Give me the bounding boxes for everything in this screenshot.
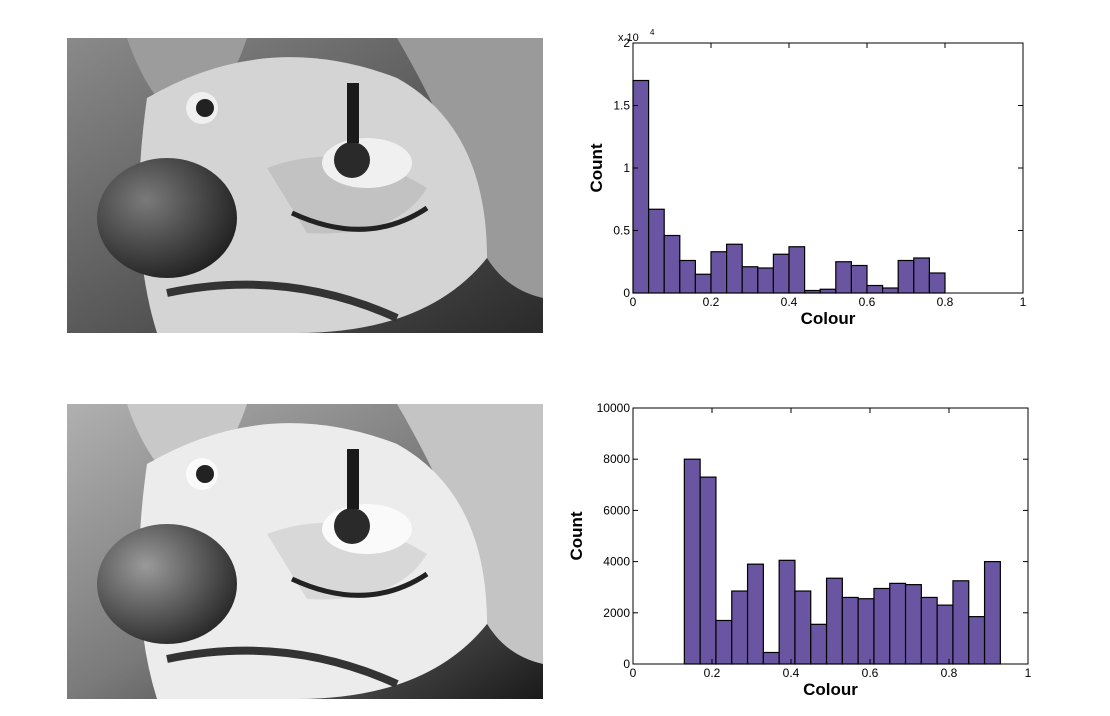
histogram-bar [928, 272, 946, 294]
x-tick-label: 0.6 [859, 295, 876, 309]
clown-photo-original [67, 38, 543, 333]
x-tick-label: 0 [630, 295, 637, 309]
y-axis-label: Count [587, 143, 606, 192]
histogram-bar [788, 246, 806, 294]
y-multiplier-exponent: 4 [650, 28, 655, 37]
histogram-bar [663, 234, 681, 294]
y-tick-label: 1.5 [613, 99, 630, 113]
y-tick-label: 0 [623, 657, 630, 671]
histogram-bar [757, 267, 775, 294]
histogram-bar [841, 596, 859, 665]
y-tick-label: 0.5 [613, 224, 630, 238]
histogram-bar [904, 584, 922, 665]
x-tick-label: 0.2 [703, 295, 720, 309]
histogram-bar [699, 476, 717, 665]
histogram-bar [983, 561, 1001, 665]
histogram-bar [819, 288, 837, 294]
histogram-bar [778, 559, 796, 665]
histogram-bar [746, 563, 764, 665]
histogram-bar [694, 273, 712, 294]
x-tick-label: 1 [1025, 666, 1032, 680]
histogram-bar [866, 284, 884, 294]
histogram-bar [679, 259, 697, 294]
x-tick-label: 0.2 [704, 666, 721, 680]
y-tick-label: 2 [623, 36, 630, 50]
histogram-bar [913, 257, 930, 294]
histogram-bar [810, 623, 828, 665]
histogram-bar [936, 604, 954, 665]
x-tick-label: 0.6 [862, 666, 879, 680]
histogram-bar [632, 79, 650, 294]
histogram-bar [920, 596, 938, 665]
clown-photo-equalized [67, 404, 543, 699]
histogram-bar [731, 590, 749, 665]
x-tick-label: 1 [1020, 295, 1027, 309]
x-tick-label: 0.4 [783, 666, 800, 680]
histogram-bar [835, 261, 852, 294]
y-tick-label: 1 [623, 161, 630, 175]
y-axis-label: Count [567, 511, 586, 560]
histogram-bar [715, 619, 733, 665]
histogram-bar [683, 458, 701, 665]
histogram-bar [889, 582, 907, 665]
histogram-bar [882, 287, 899, 294]
histogram-original: 0 0.2 0.4 0.6 0.8 1 0 0.5 1 1.5 2 x 10 4 Colour Count [560, 28, 1060, 340]
x-tick-label: 0 [630, 666, 637, 680]
histogram-bar [968, 616, 986, 665]
y-tick-label: 2000 [603, 606, 630, 620]
histogram-bar [897, 259, 915, 294]
x-axis-label: Colour [803, 680, 858, 699]
histogram-bar [857, 598, 875, 665]
plot-frame [632, 407, 1029, 665]
histogram-bar [873, 587, 891, 665]
histogram-bar [710, 251, 728, 294]
histogram-bar [726, 243, 743, 294]
histogram-bar [741, 266, 759, 294]
y-tick-label: 0 [623, 286, 630, 300]
histogram-bar [762, 651, 780, 665]
y-tick-label: 6000 [603, 503, 630, 517]
x-tick-label: 0.8 [941, 666, 958, 680]
y-tick-label: 8000 [603, 452, 630, 466]
histogram-bar [794, 590, 812, 665]
histogram-bar [850, 264, 868, 294]
x-tick-label: 0.4 [781, 295, 798, 309]
plot-frame [632, 42, 1024, 294]
y-tick-label: 4000 [603, 555, 630, 569]
x-axis-label: Colour [801, 309, 856, 328]
histogram-bar [952, 580, 970, 665]
y-multiplier-label: x 10 [618, 32, 639, 44]
histogram-bar [772, 253, 790, 294]
y-tick-label: 10000 [597, 401, 631, 415]
histogram-bar [825, 577, 843, 665]
histogram-equalized: 0 0.2 0.4 0.6 0.8 1 0 2000 4000 6000 8000 10000 Colo… [560, 398, 1060, 708]
x-tick-label: 0.8 [937, 295, 954, 309]
histogram-bar [647, 208, 665, 294]
